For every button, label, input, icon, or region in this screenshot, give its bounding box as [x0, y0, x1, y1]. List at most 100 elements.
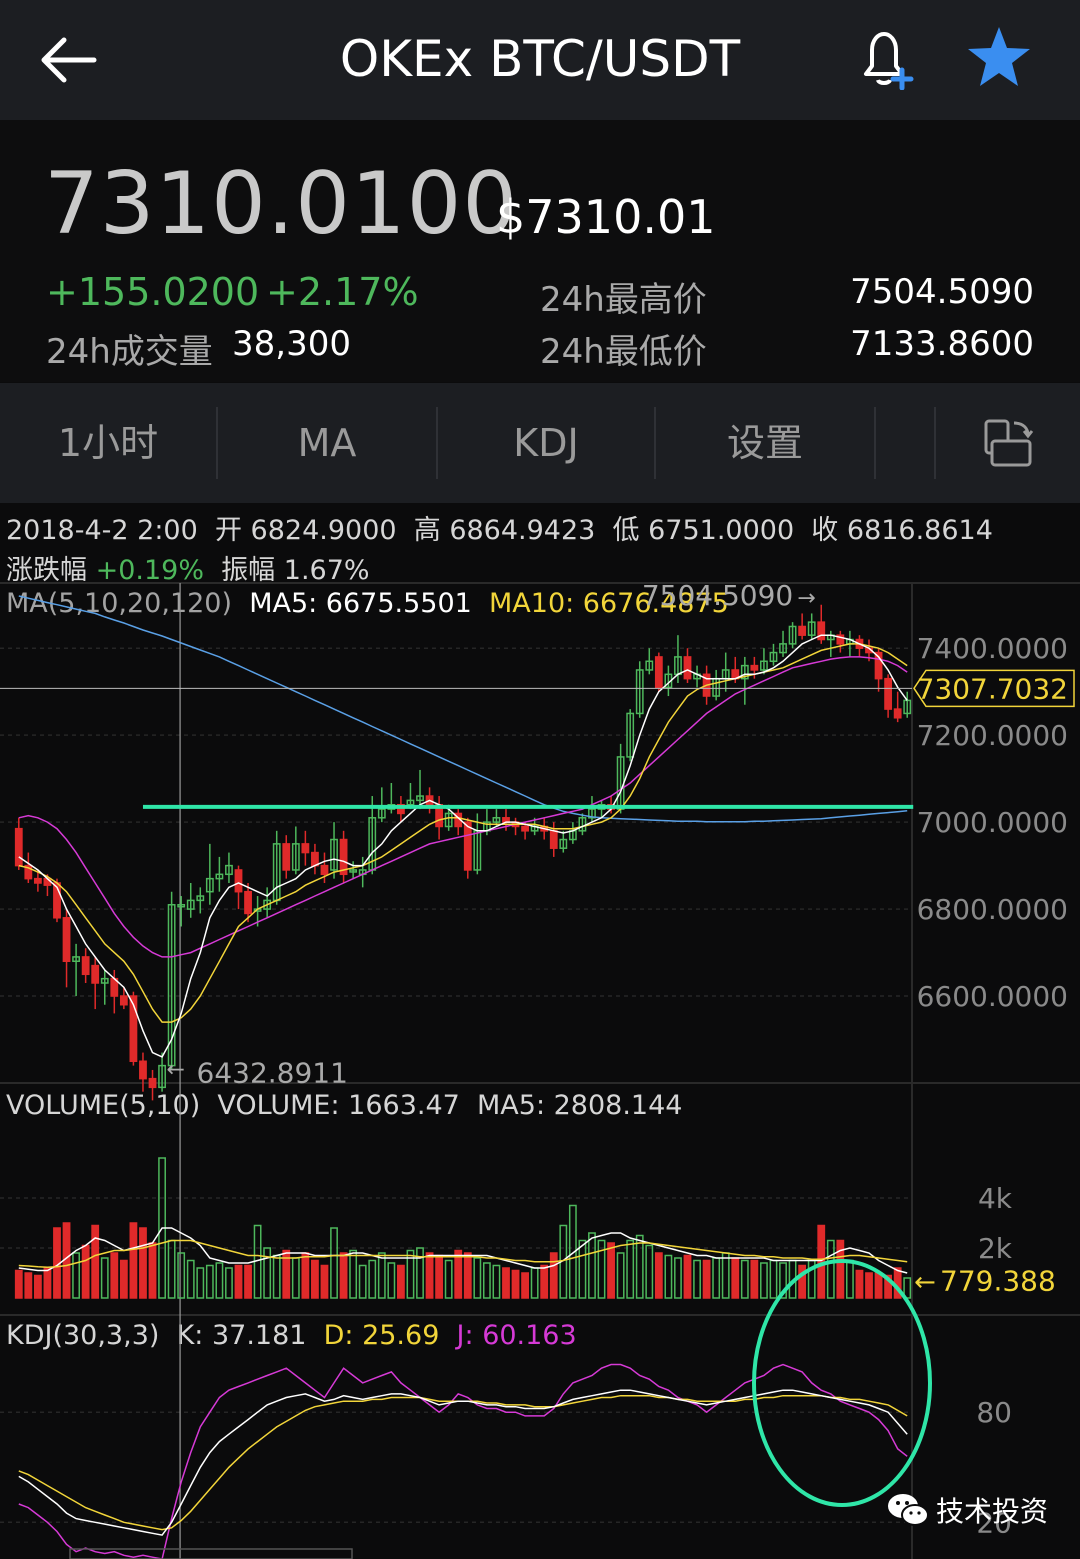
candle-down	[893, 708, 902, 719]
candle-up	[177, 903, 186, 908]
volume-bar-up	[492, 1264, 501, 1299]
chart-toolbar: 1小时 MA KDJ 设置	[0, 383, 1080, 503]
volume-bar-up	[846, 1259, 854, 1299]
candle-up	[416, 795, 424, 802]
interval-tab[interactable]: 1小时	[57, 421, 159, 465]
candle-date: 2018-4-2 2:00	[6, 515, 198, 546]
candle-down	[24, 864, 33, 880]
volume-bar-up	[368, 1259, 377, 1299]
candle-up	[588, 808, 596, 819]
candle-down	[119, 995, 128, 1006]
candle-up	[158, 1064, 166, 1089]
settings-tab[interactable]: 设置	[726, 421, 803, 465]
volume-bar-up	[215, 1262, 224, 1299]
volume-bar-down	[836, 1239, 845, 1299]
close-value: 6816.8614	[846, 515, 993, 546]
low-value: 6751.0000	[648, 515, 795, 546]
volume-bar-down	[865, 1272, 873, 1299]
candle-up	[263, 899, 272, 910]
rotate-screen-icon[interactable]	[982, 417, 1036, 471]
volume-bar-down	[301, 1252, 310, 1299]
tab-divider	[874, 407, 876, 479]
volume-bar-up	[664, 1254, 673, 1299]
candle-info-row: 2018-4-2 2:00 开 6824.9000 高 6864.9423 低 …	[6, 508, 993, 547]
candle-down	[301, 843, 310, 854]
price-tick-label: 6600.0000	[917, 980, 1068, 1013]
volume-bar-up	[530, 1267, 539, 1299]
candle-down	[654, 656, 663, 689]
ma20-line	[18, 656, 908, 958]
volume-bar-up	[616, 1252, 625, 1299]
high-value: 6864.9423	[449, 515, 596, 546]
candle-up	[330, 838, 338, 871]
candle-down	[750, 664, 759, 671]
candle-up	[349, 869, 358, 873]
volume-bar-down	[397, 1264, 405, 1299]
page-title: OKEx BTC/USDT	[339, 30, 741, 88]
volume-bar-down	[129, 1222, 138, 1299]
candle-down	[244, 890, 252, 915]
candle-down	[234, 869, 243, 893]
candle-up	[291, 843, 300, 871]
volume-bar-down	[683, 1254, 692, 1299]
volume-bar-down	[874, 1272, 883, 1299]
candle-up	[559, 838, 568, 849]
favorite-star-icon[interactable]	[966, 24, 1032, 90]
last-price: 7310.0100	[44, 154, 519, 254]
volume-tick-label: 4k	[978, 1182, 1013, 1215]
volume-bar-up	[416, 1247, 424, 1299]
volume-bar-down	[320, 1264, 329, 1299]
back-arrow-icon[interactable]	[36, 28, 100, 92]
candle-down	[874, 651, 883, 680]
kdj-circle-annotation	[752, 1259, 932, 1507]
current-price-label: 7307.7032	[917, 672, 1068, 705]
candle-up	[186, 899, 195, 910]
volume-bar-up	[578, 1239, 587, 1299]
volume-bar-up	[721, 1252, 730, 1299]
ma10-legend: MA10: 6676.4875	[489, 588, 729, 619]
volume-bar-down	[81, 1244, 90, 1299]
candle-up	[769, 651, 778, 663]
add-alert-bell-icon[interactable]	[852, 26, 916, 90]
open-label: 开	[214, 515, 242, 546]
candle-up	[225, 864, 233, 876]
low-24h-label: 24h最低价	[540, 332, 707, 372]
candle-up	[645, 660, 654, 671]
change-label: 涨跌幅	[6, 555, 87, 586]
ma-tab[interactable]: MA	[297, 421, 357, 465]
volume-bar-down	[110, 1252, 119, 1299]
volume-bar-up	[291, 1257, 300, 1299]
volume-bar-down	[43, 1267, 52, 1299]
volume-bar-down	[14, 1269, 23, 1299]
candle-up	[779, 643, 787, 654]
volume-bar-up	[444, 1259, 453, 1299]
volume-bar-up	[196, 1267, 205, 1299]
volume-bar-down	[435, 1254, 444, 1299]
high-24h-label: 24h最高价	[540, 280, 707, 320]
volume-bar-down	[731, 1257, 740, 1299]
volume-bar-up	[588, 1232, 596, 1299]
candlestick-chart[interactable]: 7400.0000 7200.0000 7000.0000 6800.0000 6600…	[0, 503, 1080, 1559]
volume-bar-up	[635, 1234, 644, 1299]
kdj-tab[interactable]: KDJ	[513, 421, 579, 465]
volume-bar-up	[568, 1204, 577, 1299]
candle-down	[62, 917, 71, 963]
price-tick-label: 7400.0000	[917, 632, 1068, 665]
candle-up	[788, 625, 797, 645]
volume-bar-up	[597, 1239, 606, 1299]
usd-price: $7310.01	[496, 190, 716, 244]
ma120-line	[18, 595, 908, 823]
candle-up	[635, 669, 644, 715]
volume-bar-up	[377, 1252, 386, 1299]
volume-bar-down	[798, 1264, 807, 1299]
candle-up	[196, 895, 205, 902]
price-summary: 7310.0100 $7310.01 +155.0200 +2.17% 24h成…	[0, 120, 1080, 382]
volume-bar-up	[349, 1249, 358, 1299]
volume-ma10-line	[18, 1239, 908, 1269]
ma10-line	[18, 643, 908, 1023]
volume-bar-down	[119, 1259, 128, 1299]
volume-bar-down	[454, 1249, 463, 1299]
volume-bar-down	[855, 1269, 864, 1299]
volume-legend-name: VOLUME(5,10)	[6, 1090, 201, 1121]
candle-down	[339, 838, 348, 876]
